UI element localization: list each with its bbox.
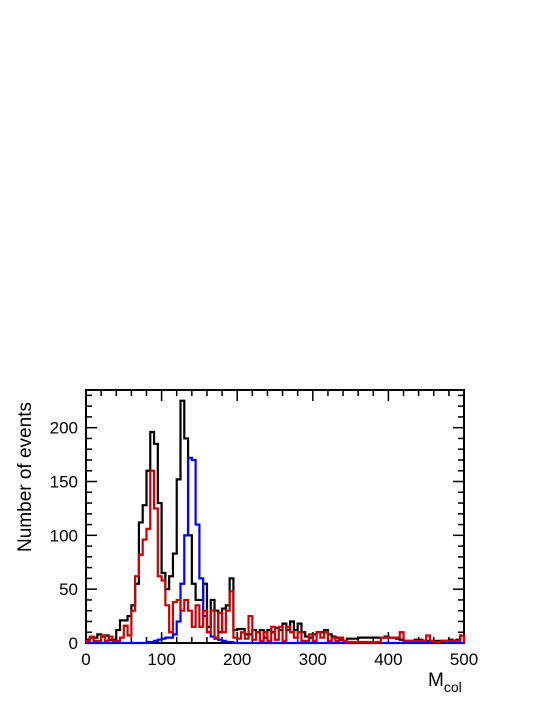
y-tick-label: 150 bbox=[50, 473, 78, 492]
x-tick-label: 0 bbox=[81, 650, 90, 669]
series-layer bbox=[84, 399, 466, 645]
histogram-series-1 bbox=[86, 456, 464, 645]
histogram-series-2 bbox=[84, 469, 466, 644]
x-tick-label: 300 bbox=[299, 650, 327, 669]
histogram-series-0 bbox=[84, 399, 466, 643]
y-tick-label: 200 bbox=[50, 419, 78, 438]
x-axis-label-main: M bbox=[428, 670, 444, 691]
x-tick-label: 500 bbox=[450, 650, 478, 669]
y-tick-label: 50 bbox=[59, 580, 78, 599]
x-tick-label: 200 bbox=[223, 650, 251, 669]
y-tick-label: 0 bbox=[69, 634, 78, 653]
x-axis-label-sub: col bbox=[444, 679, 462, 695]
x-tick-label: 400 bbox=[374, 650, 402, 669]
tick-labels: 0 100 200 300 400 500 0 50 100 150 200 bbox=[50, 419, 479, 669]
x-axis-label: Mcol bbox=[428, 670, 462, 695]
y-tick-label: 100 bbox=[50, 526, 78, 545]
axis-ticks bbox=[85, 390, 465, 644]
y-axis-label: Number of events bbox=[15, 402, 36, 552]
x-tick-label: 100 bbox=[147, 650, 175, 669]
